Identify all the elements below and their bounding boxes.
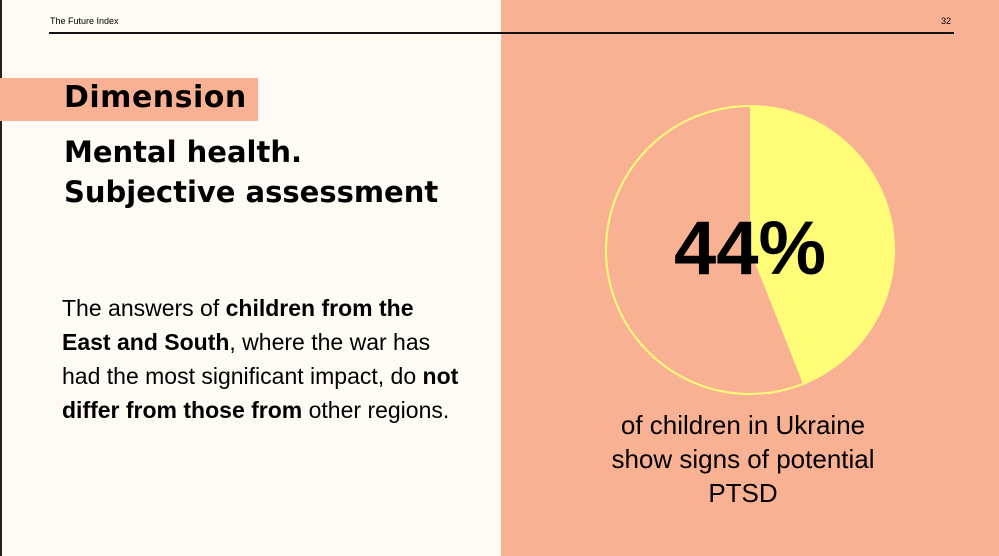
page-number: 32 bbox=[941, 16, 952, 26]
body-text: The answers of children from the East an… bbox=[62, 291, 462, 427]
title-line: Mental health. bbox=[64, 135, 302, 169]
title-line: Subjective assessment bbox=[64, 175, 439, 209]
pie-slice-ptsd bbox=[750, 106, 895, 384]
body-text-part: The answers of bbox=[62, 295, 226, 321]
body-bold-text: not differ from those from bbox=[62, 363, 459, 423]
pie-caption: of children in Ukraine show signs of pot… bbox=[611, 410, 875, 508]
body-bold-text: children from the East and South bbox=[62, 295, 414, 355]
header-rule bbox=[49, 32, 954, 34]
dimension-highlight bbox=[0, 78, 258, 121]
dimension-label: Dimension bbox=[64, 80, 247, 115]
pie-chart bbox=[605, 105, 895, 395]
header-title: The Future Index bbox=[50, 16, 119, 26]
body-text-part: , where the war has had the most signifi… bbox=[62, 329, 431, 389]
body-text-part: other regions. bbox=[302, 397, 450, 423]
slide-edge bbox=[0, 0, 2, 556]
slide-title: Mental health. Subjective assessment bbox=[64, 132, 438, 212]
pie-data-label: 44% bbox=[673, 206, 827, 291]
